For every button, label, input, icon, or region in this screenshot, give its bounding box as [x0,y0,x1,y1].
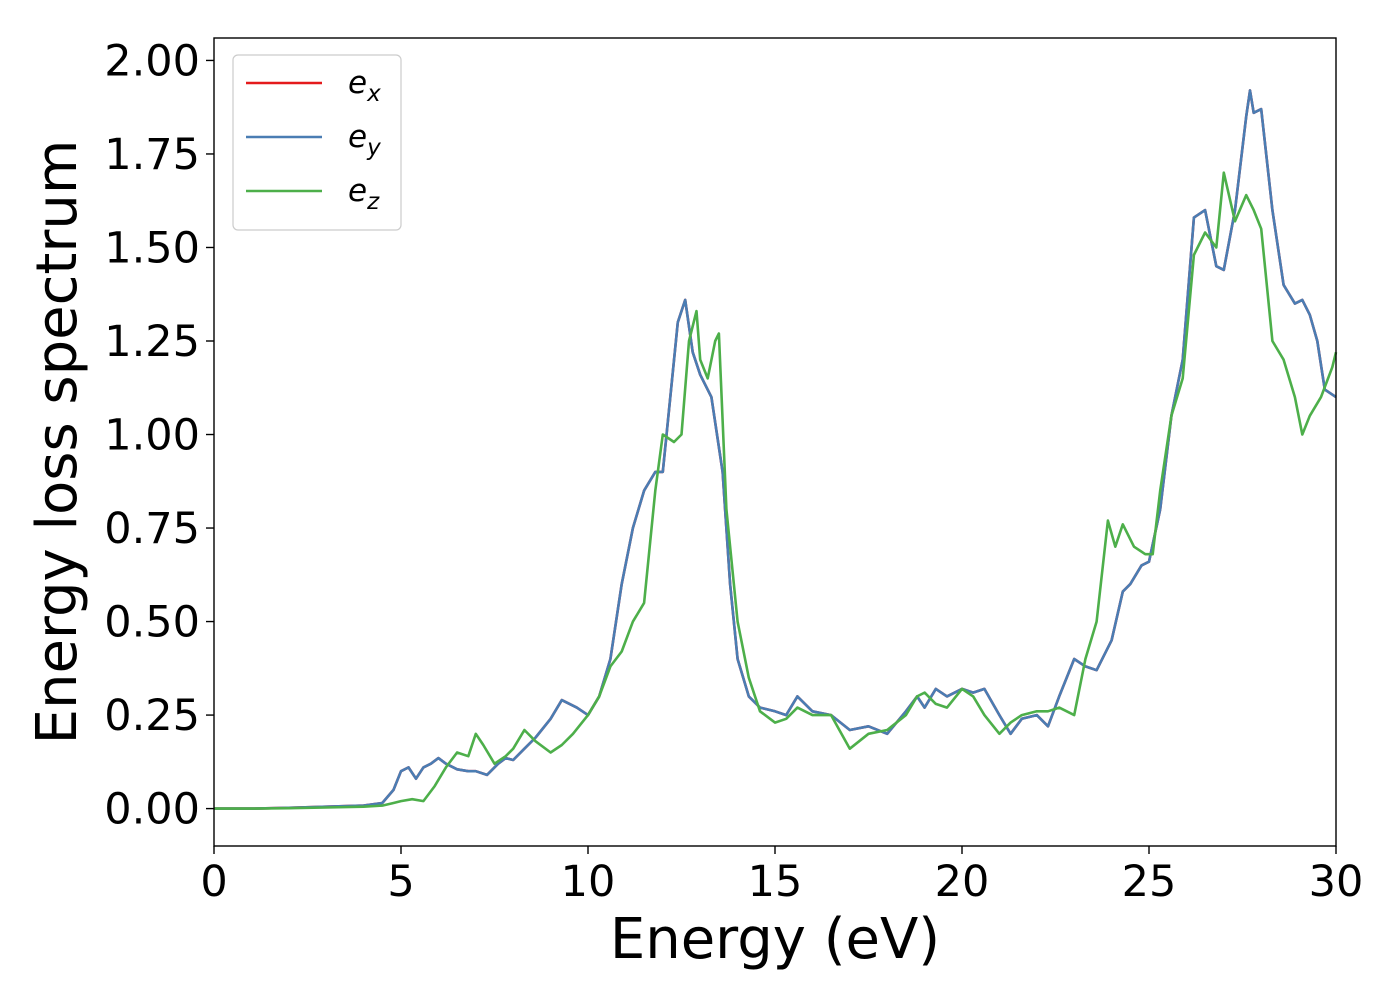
series-line-z [214,171,1338,810]
legend: ex ey ez [232,54,402,231]
x-tick-label: 10 [561,857,616,907]
x-tick-label: 0 [200,857,227,907]
y-tick-label: 1.50 [104,223,200,273]
x-axis-label: Energy (eV) [610,907,940,972]
x-tick-label: 30 [1309,857,1364,907]
y-tick-label: 2.00 [104,36,200,86]
y-tick-label: 0.50 [104,598,200,648]
y-tick-label: 1.75 [104,130,200,180]
y-tick-label: 0.75 [104,504,200,554]
series-line-y [214,89,1337,810]
legend-box [232,54,402,231]
legend-label-y: ey [348,119,381,161]
y-axis: 0.00 0.25 0.50 0.75 1.00 1.25 1.50 1.75 2.00 [104,36,214,835]
legend-label-x: ex [348,65,381,107]
x-axis: 0 5 10 15 20 25 30 [200,846,1363,907]
series-layer [214,89,1338,810]
y-tick-label: 0.00 [104,785,200,835]
x-tick-label: 5 [387,857,414,907]
y-axis-label: Energy loss spectrum [25,140,90,745]
x-tick-label: 25 [1122,857,1177,907]
y-tick-label: 1.25 [104,317,200,367]
legend-label-z: ez [348,173,380,215]
x-tick-label: 15 [748,857,803,907]
y-tick-label: 0.25 [104,691,200,741]
y-tick-label: 1.00 [104,411,200,461]
x-tick-label: 20 [935,857,990,907]
